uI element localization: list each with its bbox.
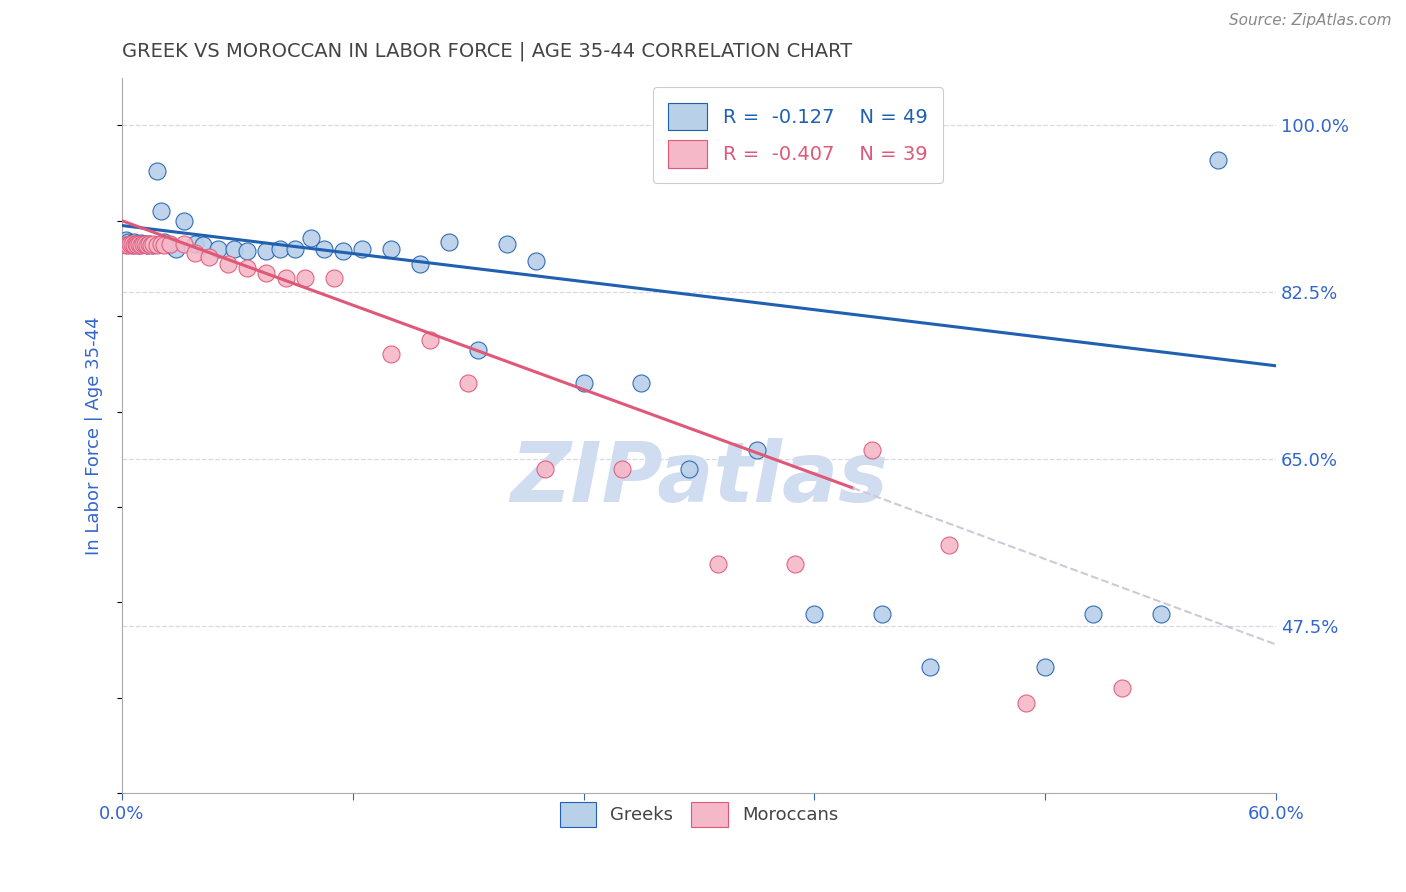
Point — [173, 213, 195, 227]
Point — [117, 237, 139, 252]
Point — [118, 236, 141, 251]
Point — [437, 235, 460, 249]
Point — [938, 538, 960, 552]
Point — [191, 237, 214, 252]
Point — [803, 607, 825, 621]
Point — [457, 376, 479, 390]
Y-axis label: In Labor Force | Age 35-44: In Labor Force | Age 35-44 — [86, 316, 103, 555]
Legend: Greeks, Moroccans: Greeks, Moroccans — [553, 795, 845, 834]
Point — [142, 236, 165, 251]
Point — [745, 442, 768, 457]
Point — [136, 237, 159, 252]
Text: Source: ZipAtlas.com: Source: ZipAtlas.com — [1229, 13, 1392, 29]
Point — [184, 236, 207, 251]
Point — [524, 253, 547, 268]
Text: GREEK VS MOROCCAN IN LABOR FORCE | AGE 35-44 CORRELATION CHART: GREEK VS MOROCCAN IN LABOR FORCE | AGE 3… — [122, 42, 852, 62]
Point — [322, 271, 344, 285]
Point — [138, 236, 160, 251]
Point — [380, 347, 402, 361]
Point — [534, 462, 557, 476]
Point — [222, 243, 245, 257]
Point — [860, 442, 883, 457]
Point — [1149, 607, 1171, 621]
Point — [678, 462, 700, 476]
Point — [707, 558, 730, 572]
Point — [1083, 607, 1105, 621]
Point — [149, 204, 172, 219]
Point — [870, 607, 893, 621]
Point — [134, 236, 156, 251]
Point — [165, 243, 187, 257]
Point — [269, 243, 291, 257]
Point — [409, 257, 432, 271]
Point — [128, 237, 150, 252]
Point — [115, 233, 138, 247]
Text: ZIPatlas: ZIPatlas — [510, 438, 889, 519]
Point — [129, 237, 152, 252]
Point — [122, 235, 145, 249]
Point — [139, 237, 162, 252]
Point — [254, 266, 277, 280]
Point — [630, 376, 652, 390]
Point — [332, 244, 354, 259]
Point — [115, 237, 138, 252]
Point — [128, 236, 150, 251]
Point — [254, 244, 277, 259]
Point — [142, 237, 165, 252]
Point — [572, 376, 595, 390]
Point — [159, 236, 181, 251]
Point — [236, 244, 259, 259]
Point — [136, 237, 159, 252]
Point — [419, 333, 441, 347]
Point — [217, 257, 239, 271]
Point — [124, 236, 146, 251]
Point — [121, 237, 143, 252]
Point — [173, 236, 195, 251]
Point — [149, 236, 172, 251]
Point — [1206, 153, 1229, 167]
Point — [1111, 681, 1133, 696]
Point — [145, 237, 167, 252]
Point — [127, 236, 149, 251]
Point — [380, 243, 402, 257]
Point — [294, 271, 316, 285]
Point — [132, 236, 155, 251]
Point — [159, 237, 181, 252]
Point — [299, 231, 322, 245]
Point — [145, 164, 167, 178]
Point — [124, 236, 146, 251]
Point — [138, 236, 160, 251]
Point — [495, 236, 517, 251]
Point — [132, 236, 155, 251]
Point — [121, 236, 143, 251]
Point — [129, 235, 152, 250]
Point — [1015, 696, 1038, 710]
Point — [274, 271, 297, 285]
Point — [352, 243, 374, 257]
Point — [207, 243, 229, 257]
Point — [284, 243, 307, 257]
Point — [312, 243, 335, 257]
Point — [127, 237, 149, 252]
Point — [153, 235, 176, 249]
Point — [118, 236, 141, 251]
Point — [467, 343, 489, 357]
Point — [1033, 660, 1056, 674]
Point — [153, 237, 176, 252]
Point — [197, 250, 219, 264]
Point — [134, 236, 156, 251]
Point — [785, 558, 807, 572]
Point — [610, 462, 633, 476]
Point — [184, 246, 207, 260]
Point — [236, 261, 259, 276]
Point — [918, 660, 941, 674]
Point — [122, 237, 145, 252]
Point — [117, 235, 139, 249]
